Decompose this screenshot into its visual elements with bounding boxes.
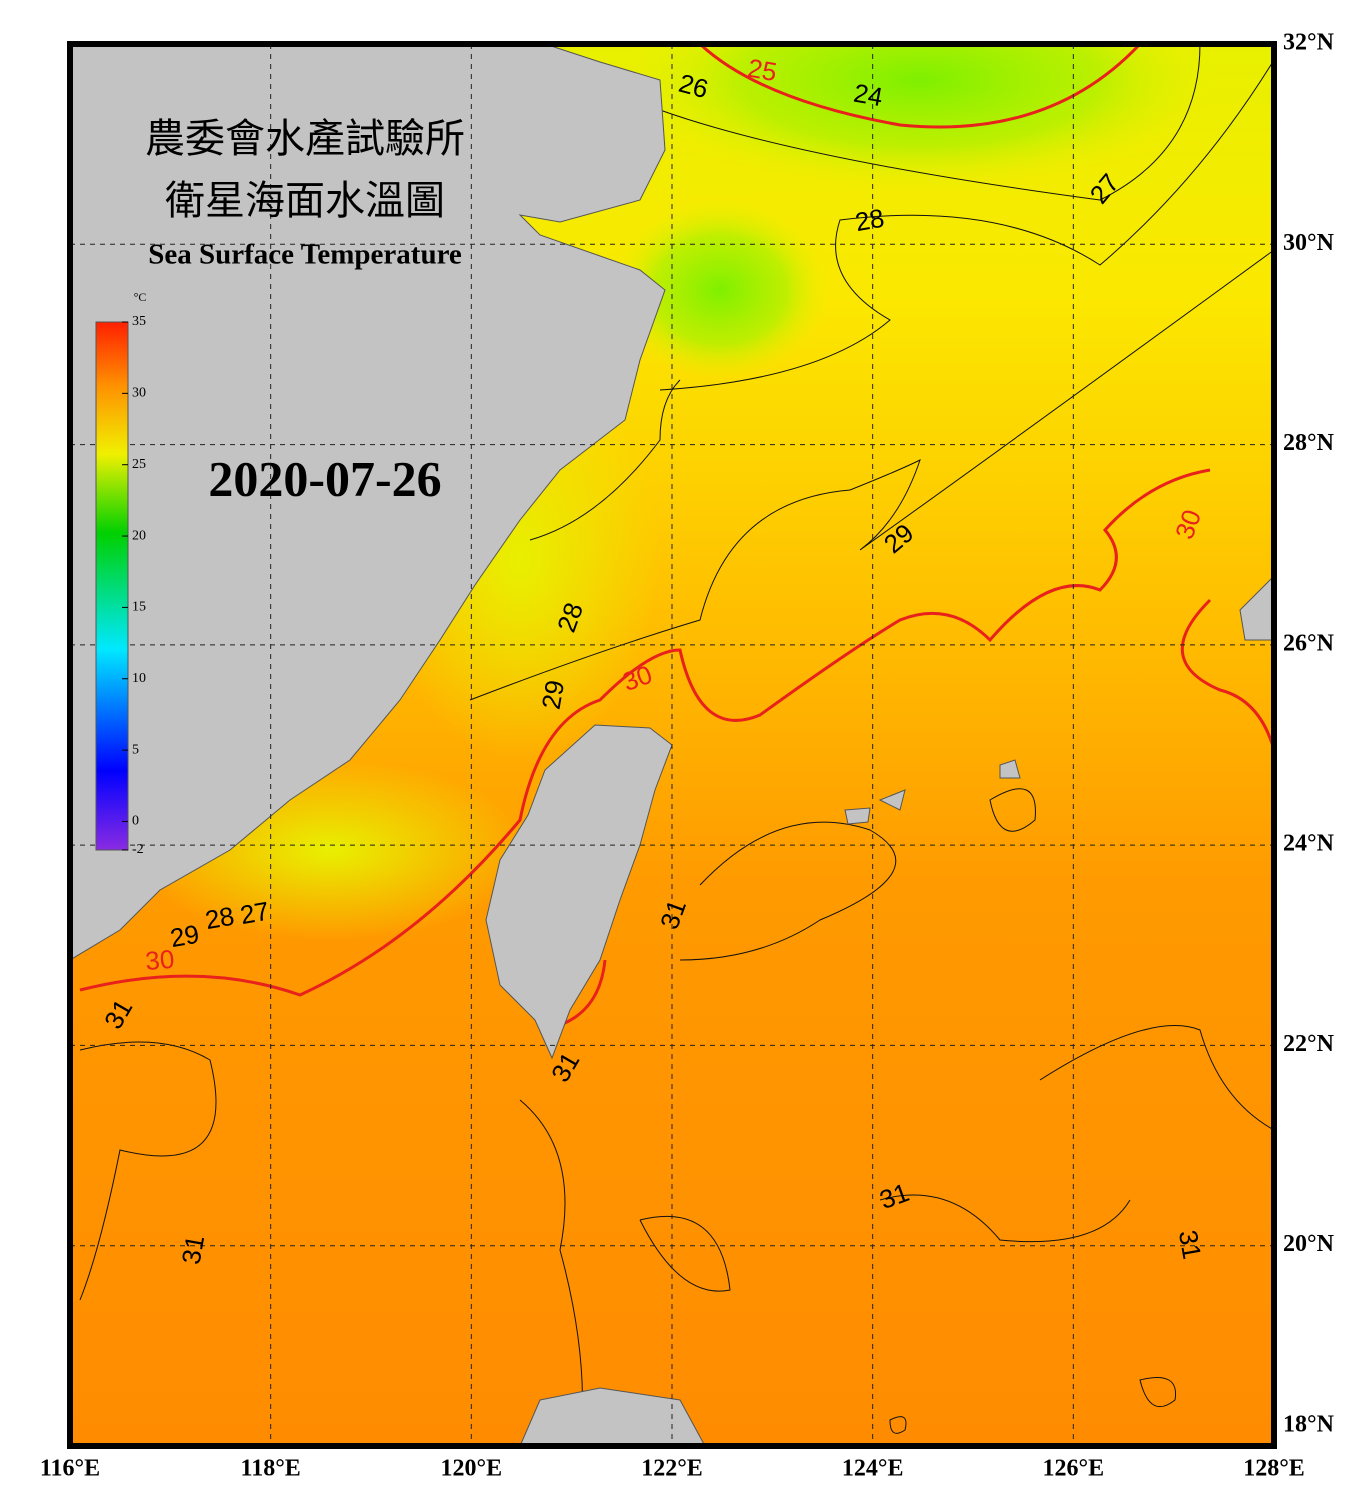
colorbar-ticks: -2 0 5 10 15 20 25 30 35 <box>122 314 146 857</box>
y-tick-label: 30°N <box>1283 230 1335 256</box>
isotherm <box>679 821 897 961</box>
x-tick-label: 126°E <box>1043 1456 1105 1482</box>
colorbar-tick-label: -2 <box>132 842 144 857</box>
mainland <box>70 44 666 961</box>
y-tick-label: 18°N <box>1283 1412 1335 1438</box>
isotherm <box>659 59 1274 391</box>
colorbar <box>95 321 129 851</box>
contour-label: 28 <box>853 203 887 238</box>
title-en: Sea Surface Temperature <box>148 239 462 271</box>
contour-label: 27 <box>238 896 272 931</box>
isotherm <box>529 379 681 541</box>
colorbar-tick-label: 0 <box>132 814 139 829</box>
isotherm <box>698 44 1142 129</box>
colorbar-tick-label: 35 <box>132 314 146 329</box>
contour-label: 25 <box>746 53 780 88</box>
contour-label: 31 <box>176 1233 211 1267</box>
isotherm <box>989 788 1036 832</box>
x-tick-label: 124°E <box>842 1456 904 1482</box>
y-tick-label: 22°N <box>1283 1031 1335 1057</box>
contour-label: 31 <box>1173 1228 1208 1262</box>
x-tick-label: 118°E <box>241 1456 301 1482</box>
cool-water <box>610 200 830 380</box>
y-tick-label: 20°N <box>1283 1231 1335 1257</box>
island <box>1239 574 1274 641</box>
contour-label: 29 <box>168 919 202 954</box>
colorbar-tick-label: 25 <box>132 457 146 472</box>
cool-water <box>620 44 1220 190</box>
colorbar-tick-label: 10 <box>132 671 146 686</box>
isotherm <box>879 1025 1274 1243</box>
colorbar-tick-label: 20 <box>132 528 146 543</box>
luzon <box>519 1387 706 1446</box>
contour-label: 30 <box>144 944 175 976</box>
colorbar-tick-label: 15 <box>132 600 146 615</box>
contour-label: 28 <box>203 901 237 936</box>
isotherm <box>889 1377 1177 1434</box>
contour-label: 29 <box>536 678 571 712</box>
y-tick-label: 26°N <box>1283 630 1335 656</box>
isotherm-30 <box>79 468 1274 997</box>
date: 2020-07-26 <box>208 450 441 506</box>
y-tick-label: 24°N <box>1283 831 1335 857</box>
x-tick-label: 122°E <box>641 1456 703 1482</box>
y-tick-label: 32°N <box>1283 30 1335 56</box>
contour-label: 24 <box>852 78 886 113</box>
x-tick-label: 128°E <box>1243 1456 1305 1482</box>
isotherm-30 <box>559 959 607 1027</box>
x-tick-label: 116°E <box>40 1456 100 1482</box>
isotherm <box>469 249 1274 701</box>
title: 農委會水產試驗所 <box>145 116 465 161</box>
x-tick-label: 120°E <box>441 1456 503 1482</box>
axes: 116°E 118°E 120°E 122°E 124°E 126°E 128°E 18°N 2… <box>40 30 1335 1482</box>
isotherm <box>79 1041 217 1301</box>
colorbar-unit: °C <box>134 290 147 304</box>
isotherm <box>659 44 1201 201</box>
taiwan <box>485 724 673 1060</box>
colorbar-tick-label: 30 <box>132 386 146 401</box>
colorbar-tick-label: 5 <box>132 742 139 757</box>
island <box>844 759 1021 825</box>
subtitle: 衛星海面水溫圖 <box>165 178 445 223</box>
map-frame <box>67 41 1277 1449</box>
graticule <box>70 44 1274 1446</box>
y-tick-label: 28°N <box>1283 430 1335 456</box>
